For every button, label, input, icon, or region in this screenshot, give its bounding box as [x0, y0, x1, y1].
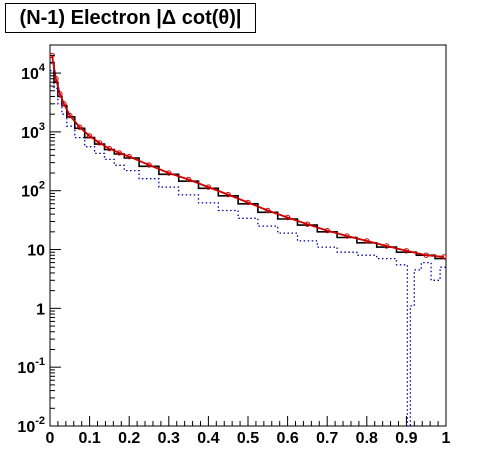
series-red-point	[403, 248, 410, 254]
series-red-point	[324, 227, 330, 234]
series-red-point	[304, 221, 311, 227]
x-tick-label: 0.6	[276, 430, 298, 447]
plot-frame	[49, 44, 447, 427]
series-red-point	[116, 150, 123, 156]
y-tick-label: 103	[21, 121, 45, 142]
series-blue-dotted	[50, 69, 446, 427]
series-red-point	[265, 207, 271, 214]
series-red-point	[284, 214, 291, 221]
axes-layer: 0 0.1 0.2 0.3 0.4 0.5 0.6 0.7 0.8 0.9 110-210-1110…	[17, 44, 451, 447]
y-tick-base: 10	[21, 184, 39, 201]
y-tick-label: 10-2	[17, 415, 45, 436]
series-red-point	[344, 233, 350, 239]
series-red-point	[185, 176, 192, 183]
y-tick-label: 104	[21, 62, 46, 83]
series-red-point	[423, 252, 429, 258]
series-red-point	[126, 153, 132, 160]
series-red-point	[86, 133, 93, 139]
series-red-point	[77, 124, 83, 130]
series-red-point	[383, 243, 390, 249]
y-tick-exponent: 2	[39, 180, 45, 192]
x-tick-label: 0.3	[158, 430, 180, 447]
series-red-point	[67, 112, 73, 119]
series-red-point	[364, 238, 370, 244]
series-red-point	[166, 170, 172, 176]
x-tick-label: 0.1	[78, 430, 100, 447]
y-tick-base: 10	[17, 419, 35, 436]
x-tick-label: 0.5	[237, 430, 259, 447]
y-tick-exponent: -1	[35, 356, 45, 368]
series-layer	[49, 52, 447, 427]
series-red-point	[96, 140, 103, 146]
series-red-point	[225, 191, 231, 198]
x-tick-label: 0.2	[118, 430, 140, 447]
y-tick-exponent: 4	[39, 62, 46, 74]
y-tick-label: 1	[36, 301, 45, 318]
y-tick-label: 10-1	[17, 356, 45, 377]
y-tick-exponent: 3	[39, 121, 45, 133]
y-tick-exponent: -2	[35, 415, 45, 427]
x-tick-label: 0	[46, 430, 55, 447]
series-red-point	[106, 145, 113, 152]
series-red-point	[57, 91, 63, 97]
x-tick-label: 0.9	[395, 430, 417, 447]
series-red-point	[441, 254, 447, 260]
x-tick-label: 0.7	[316, 430, 338, 447]
series-red-line	[51, 55, 445, 258]
y-tick-base: 10	[21, 125, 39, 142]
series-black-solid	[50, 61, 446, 260]
series-red-point	[146, 162, 152, 168]
series-red-point	[245, 199, 251, 206]
y-tick-base: 10	[21, 66, 39, 83]
series-red-point	[205, 184, 212, 190]
y-tick-base: 10	[17, 360, 35, 377]
x-tick-label: 0.4	[197, 430, 219, 447]
x-tick-label: 0.8	[356, 430, 378, 447]
x-tick-label: 1	[442, 430, 451, 447]
y-tick-label: 10	[27, 243, 45, 260]
chart-title: (N-1) Electron |Δ cot(θ)|	[5, 3, 256, 33]
y-tick-label: 102	[21, 180, 45, 201]
